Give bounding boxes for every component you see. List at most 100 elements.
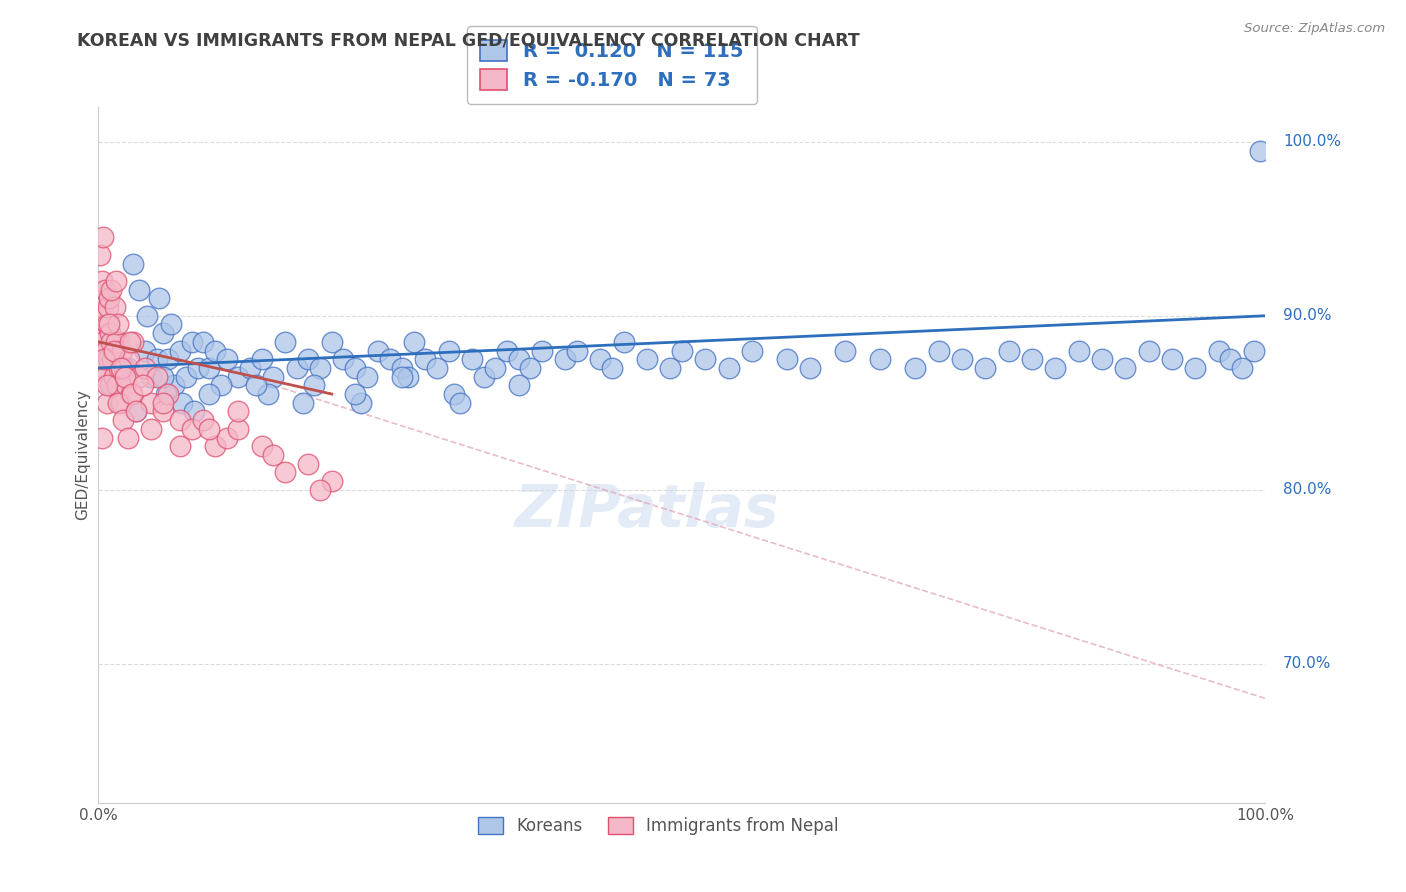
Text: ZIPatlas: ZIPatlas <box>515 482 779 539</box>
Point <box>1067 343 1090 358</box>
Point <box>180 422 202 436</box>
Point <box>1161 352 1184 367</box>
Point <box>198 360 221 375</box>
Point <box>122 256 145 270</box>
Point <box>111 413 134 427</box>
Point <box>309 483 332 497</box>
Text: 90.0%: 90.0% <box>1282 309 1331 323</box>
Point <box>1230 360 1253 375</box>
Point <box>904 360 927 375</box>
Point <box>869 352 891 367</box>
Point <box>228 422 250 436</box>
Point <box>204 343 226 358</box>
Point <box>146 352 169 367</box>
Point <box>101 378 124 392</box>
Point <box>152 326 174 340</box>
Point <box>125 404 148 418</box>
Point <box>117 360 139 375</box>
Point <box>103 369 125 384</box>
Point <box>169 439 191 453</box>
Point <box>1249 144 1271 158</box>
Point <box>437 343 460 358</box>
Point <box>496 343 519 358</box>
Point <box>834 343 856 358</box>
Point <box>180 334 202 349</box>
Point <box>309 360 332 375</box>
Point <box>198 387 221 401</box>
Point <box>472 369 495 384</box>
Point <box>508 378 530 392</box>
Point <box>193 334 215 349</box>
Point <box>245 378 267 392</box>
Point <box>717 360 740 375</box>
Point <box>114 369 136 384</box>
Point <box>250 439 273 453</box>
Point <box>1045 360 1067 375</box>
Point <box>172 395 194 409</box>
Point <box>97 300 120 314</box>
Text: 100.0%: 100.0% <box>1282 135 1341 149</box>
Point <box>1243 343 1265 358</box>
Point <box>1219 352 1241 367</box>
Point <box>659 360 682 375</box>
Point <box>228 369 250 384</box>
Point <box>508 352 530 367</box>
Point <box>155 387 177 401</box>
Point <box>152 369 174 384</box>
Point <box>799 360 821 375</box>
Y-axis label: GED/Equivalency: GED/Equivalency <box>75 390 90 520</box>
Point <box>90 326 112 340</box>
Point <box>297 457 319 471</box>
Point <box>321 334 343 349</box>
Point <box>148 291 170 305</box>
Point <box>344 387 367 401</box>
Point <box>461 352 484 367</box>
Point <box>105 378 128 392</box>
Point <box>90 430 112 444</box>
Text: 70.0%: 70.0% <box>1282 657 1331 671</box>
Point <box>94 343 117 358</box>
Point <box>413 352 436 367</box>
Point <box>974 360 997 375</box>
Point <box>274 466 297 480</box>
Point <box>110 395 132 409</box>
Point <box>101 352 124 367</box>
Point <box>104 334 127 349</box>
Point <box>146 369 169 384</box>
Point <box>484 360 506 375</box>
Point <box>90 274 112 288</box>
Point <box>250 352 273 367</box>
Text: KOREAN VS IMMIGRANTS FROM NEPAL GED/EQUIVALENCY CORRELATION CHART: KOREAN VS IMMIGRANTS FROM NEPAL GED/EQUI… <box>77 31 860 49</box>
Point <box>274 334 297 349</box>
Point <box>90 300 112 314</box>
Point <box>285 360 308 375</box>
Point <box>93 352 115 367</box>
Point <box>612 334 634 349</box>
Point <box>380 352 402 367</box>
Point <box>426 360 449 375</box>
Point <box>636 352 658 367</box>
Point <box>187 360 209 375</box>
Point <box>204 439 226 453</box>
Point <box>139 369 162 384</box>
Point <box>125 404 148 418</box>
Point <box>600 360 623 375</box>
Point <box>565 343 588 358</box>
Point <box>950 352 973 367</box>
Point <box>530 343 553 358</box>
Point <box>111 343 134 358</box>
Point <box>183 404 205 418</box>
Point <box>1021 352 1043 367</box>
Point <box>97 318 120 332</box>
Point <box>152 395 174 409</box>
Point <box>928 343 950 358</box>
Point <box>321 474 343 488</box>
Point <box>93 309 115 323</box>
Point <box>115 378 138 392</box>
Point <box>97 291 120 305</box>
Point <box>118 352 141 367</box>
Point <box>1091 352 1114 367</box>
Point <box>671 343 693 358</box>
Point <box>291 395 314 409</box>
Point <box>89 291 111 305</box>
